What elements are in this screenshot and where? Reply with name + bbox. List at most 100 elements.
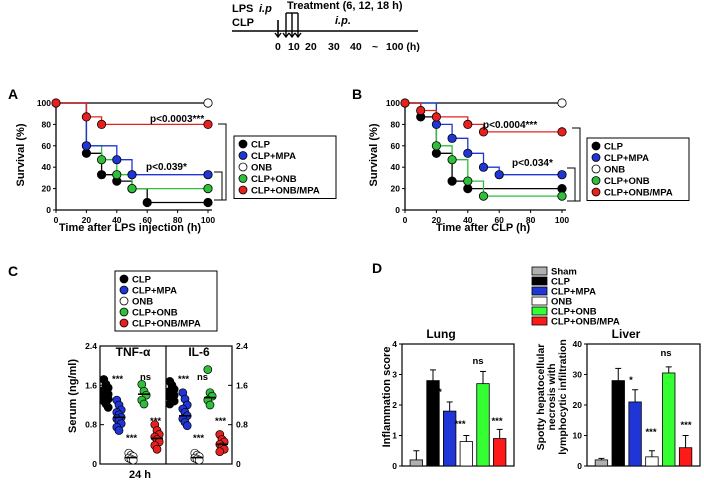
scatter-point: [203, 365, 213, 374]
legend-label: CLP: [132, 275, 152, 286]
panel-letter: D: [372, 260, 382, 276]
y-tick-label: 1.6: [85, 380, 97, 390]
series-group: [400, 98, 567, 201]
y-tick-label: 100: [386, 98, 400, 108]
y-tick-label-right: 0.8: [236, 420, 248, 430]
x-tick-label: 100: [201, 215, 215, 225]
subplot-title-lung: Lung: [426, 327, 455, 341]
y-tick-label: 0: [46, 205, 51, 215]
legend-label: ONB: [551, 297, 572, 308]
survival-point: [447, 133, 457, 143]
timeline-clp-label: CLP: [232, 17, 254, 29]
survival-point: [557, 98, 567, 108]
scatter-point: [182, 421, 192, 430]
survival-point: [97, 155, 107, 165]
x-tick-label: 20: [432, 215, 442, 225]
x-axis-label: 24 h: [129, 469, 151, 481]
x-tick-label: 0: [54, 215, 59, 225]
bar-clp-onb-mpa: [493, 438, 507, 467]
legend-marker: [591, 176, 601, 185]
survival-point: [400, 98, 410, 108]
y-tick-label: 20: [42, 184, 52, 194]
survival-point: [416, 105, 426, 116]
lung-y-axis-label: Inflammation score: [381, 347, 393, 448]
legend-label: CLP+ONB/MPA: [551, 317, 620, 328]
timeline-lps-label: LPS: [232, 3, 253, 15]
legend-marker: [119, 307, 129, 317]
axes: 0 20 40 60 80 100 0 20 40 60 80 100: [386, 98, 570, 225]
timeline-tick: 100 (h): [386, 41, 420, 53]
sig-label: ns: [197, 372, 208, 383]
sig-label: ns: [140, 372, 151, 383]
legend-marker: [238, 185, 248, 195]
sig-label: ***: [150, 416, 161, 427]
legend-label: CLP+ONB/MPA: [251, 186, 320, 197]
liver-bar-chart: 0 10 20 30 40: [573, 339, 701, 471]
survival-point: [203, 98, 213, 108]
survival-point: [557, 127, 567, 137]
legend-swatch: [531, 286, 548, 296]
y-tick-label: 3: [392, 370, 397, 380]
dose3-arrow-icon: [294, 32, 302, 39]
y-tick-label-right: 1.6: [236, 380, 248, 390]
bar-clp: [611, 380, 625, 467]
survival-point: [81, 112, 92, 122]
dose2-arrow-icon: [288, 32, 296, 39]
survival-point: [463, 176, 473, 186]
scatter-point: [114, 426, 124, 435]
y-tick-label: 40: [391, 162, 401, 172]
timeline: LPS i.p CLP Treatment (6, 12, 18 h) i.p.…: [232, 0, 420, 53]
legend-marker: [591, 187, 601, 197]
sig-label: ***: [112, 374, 123, 385]
y-tick-label: 40: [573, 339, 583, 349]
legend-marker: [591, 153, 601, 162]
x-tick-label: 80: [526, 215, 536, 225]
legend-label: CLP+MPA: [604, 153, 649, 164]
survival-point: [203, 197, 213, 208]
y-tick-label: 100: [37, 98, 51, 108]
timeline-tick: 30: [328, 41, 340, 53]
legend-marker: [238, 151, 248, 160]
lung-bar-chart: 0 1 2 3 4: [392, 339, 515, 471]
survival-point: [203, 119, 213, 130]
legend-label: CLP+ONB: [251, 174, 297, 185]
x-tick-label: 80: [173, 215, 183, 225]
panel-b: B Survival (%) Time after CLP (h) 0 20 40 6…: [352, 86, 690, 234]
legend-box: [114, 270, 218, 332]
survival-point: [431, 112, 441, 122]
y-tick-label: 60: [391, 141, 401, 151]
y-tick-label: 1: [392, 431, 397, 441]
scatter-point: [165, 399, 175, 409]
legend-marker: [238, 139, 248, 149]
bar-clp-mpa: [628, 401, 642, 467]
legend-label: CLP: [251, 140, 271, 151]
x-tick-label: 20: [82, 215, 92, 225]
survival-point: [431, 141, 441, 151]
bar-clp-onb: [662, 372, 676, 467]
timeline-ip-label: i.p.: [335, 15, 351, 27]
legend-marker: [119, 274, 129, 284]
sig-label: *: [438, 387, 442, 398]
survival-point: [557, 170, 567, 180]
sig-label: ***: [680, 420, 691, 431]
survival-line-clp-onb-mpa: [56, 102, 208, 126]
x-axis-label: Time after LPS injection (h): [59, 222, 202, 234]
legend-marker: [591, 141, 601, 151]
legend-label: CLP+ONB/MPA: [132, 319, 201, 330]
sig-label: ns: [472, 356, 483, 367]
legend-label: CLP: [604, 142, 624, 153]
p-value-bottom: p<0.039*: [146, 162, 187, 173]
sig-label: ***: [193, 433, 204, 444]
subplot-title-liver: Liver: [612, 327, 641, 341]
y-tick-label: 0: [577, 461, 582, 471]
timeline-tick: 0: [275, 41, 281, 53]
legend-label: CLP+ONB: [551, 307, 597, 318]
y-tick-label: 4: [392, 339, 397, 349]
legend-label: CLP+ONB: [604, 176, 650, 187]
